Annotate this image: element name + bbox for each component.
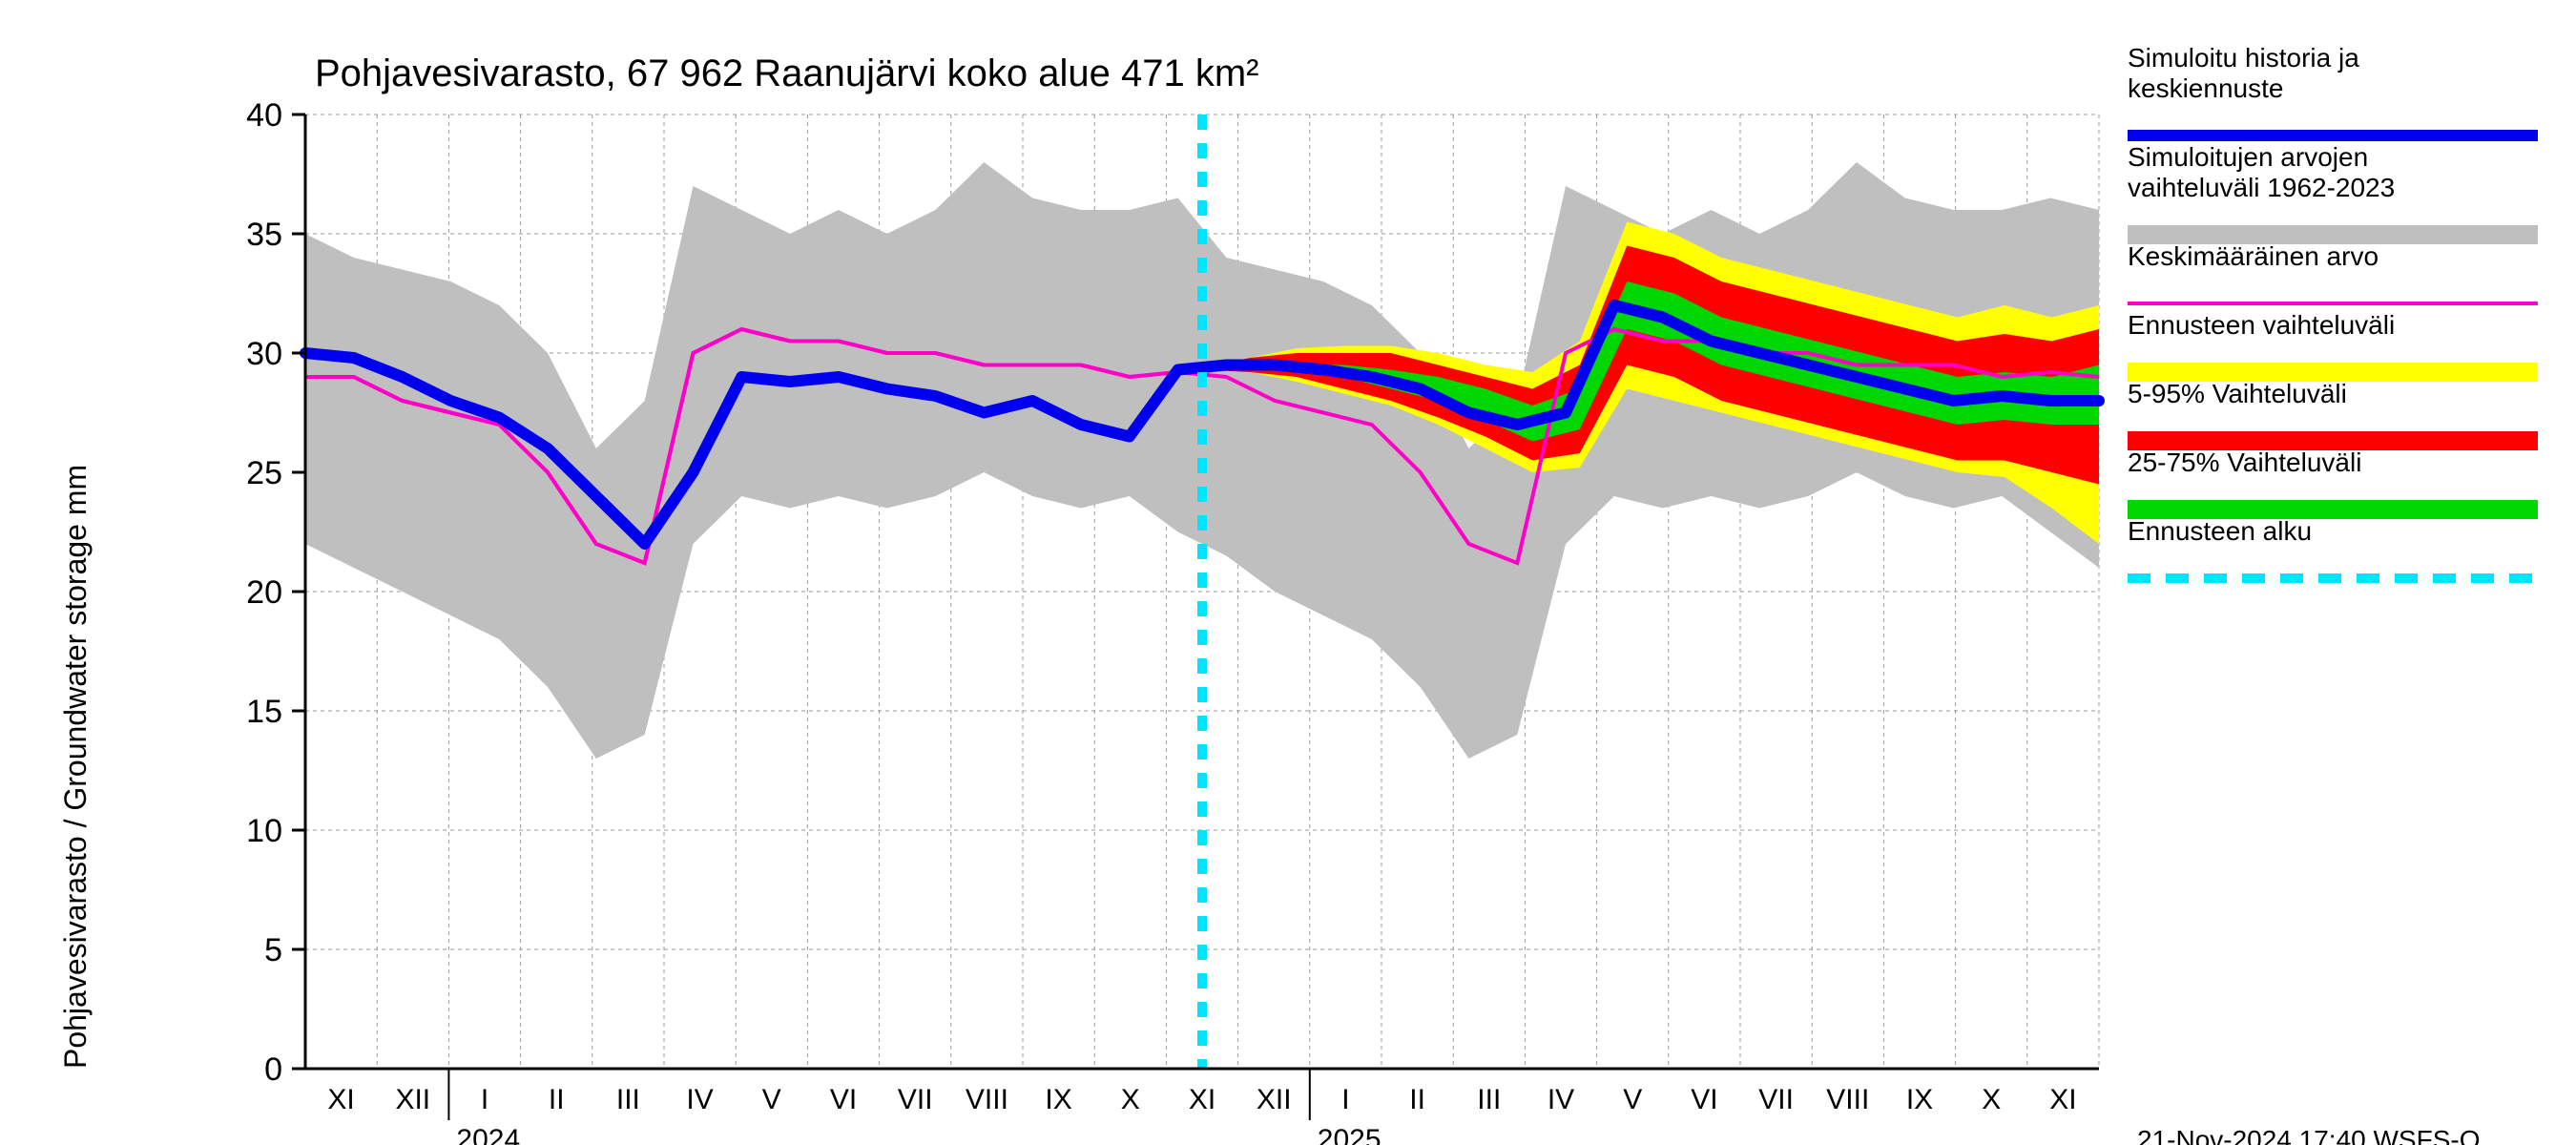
- x-tick-label: VII: [898, 1084, 933, 1115]
- x-tick-label: II: [549, 1084, 565, 1115]
- x-year-label: 2024: [456, 1124, 520, 1145]
- legend-label: Simuloitujen arvojen: [2128, 142, 2368, 172]
- y-tick-label: 25: [246, 455, 282, 491]
- chart-title: Pohjavesivarasto, 67 962 Raanujärvi koko…: [315, 52, 1258, 94]
- y-tick-label: 15: [246, 694, 282, 730]
- y-axis-label: Pohjavesivarasto / Groundwater storage m…: [58, 465, 93, 1069]
- x-tick-label: X: [1982, 1084, 2001, 1115]
- y-tick-label: 40: [246, 97, 282, 134]
- chart-container: 0510152025303540XIXIIIIIIIIIVVVIVIIVIIII…: [0, 0, 2576, 1145]
- y-tick-label: 10: [246, 813, 282, 849]
- x-tick-label: IV: [686, 1084, 713, 1115]
- x-tick-label: XII: [1257, 1084, 1292, 1115]
- legend-label: Ennusteen vaihteluväli: [2128, 310, 2395, 340]
- legend-label: keskiennuste: [2128, 73, 2283, 103]
- y-tick-label: 0: [264, 1051, 282, 1088]
- x-tick-label: X: [1121, 1084, 1140, 1115]
- x-year-label: 2025: [1318, 1124, 1381, 1145]
- legend-label: vaihteluväli 1962-2023: [2128, 173, 2395, 202]
- chart-footer: 21-Nov-2024 17:40 WSFS-O: [2137, 1125, 2481, 1145]
- legend-label: Ennusteen alku: [2128, 516, 2312, 546]
- legend-label: 5-95% Vaihteluväli: [2128, 379, 2347, 408]
- x-tick-label: I: [481, 1084, 488, 1115]
- y-tick-label: 20: [246, 574, 282, 611]
- x-tick-label: V: [762, 1084, 781, 1115]
- x-tick-label: XI: [2049, 1084, 2076, 1115]
- x-tick-label: VII: [1758, 1084, 1794, 1115]
- legend-label: Keskimääräinen arvo: [2128, 241, 2379, 271]
- x-tick-label: III: [1477, 1084, 1501, 1115]
- x-tick-label: IX: [1906, 1084, 1933, 1115]
- x-tick-label: XI: [1189, 1084, 1215, 1115]
- legend-label: Simuloitu historia ja: [2128, 43, 2359, 73]
- x-tick-label: VI: [830, 1084, 857, 1115]
- x-tick-label: I: [1341, 1084, 1349, 1115]
- x-tick-label: XII: [395, 1084, 430, 1115]
- y-tick-label: 35: [246, 217, 282, 253]
- y-tick-label: 5: [264, 932, 282, 968]
- x-tick-label: VI: [1691, 1084, 1717, 1115]
- y-tick-label: 30: [246, 336, 282, 372]
- x-tick-label: IV: [1548, 1084, 1574, 1115]
- x-tick-label: V: [1623, 1084, 1642, 1115]
- legend-label: 25-75% Vaihteluväli: [2128, 448, 2361, 477]
- x-tick-label: VIII: [966, 1084, 1008, 1115]
- x-tick-label: II: [1409, 1084, 1425, 1115]
- x-tick-label: IX: [1045, 1084, 1071, 1115]
- x-tick-label: VIII: [1826, 1084, 1869, 1115]
- x-tick-label: III: [616, 1084, 640, 1115]
- x-tick-label: XI: [327, 1084, 354, 1115]
- chart-svg: 0510152025303540XIXIIIIIIIIIVVVIVIIVIIII…: [0, 0, 2576, 1145]
